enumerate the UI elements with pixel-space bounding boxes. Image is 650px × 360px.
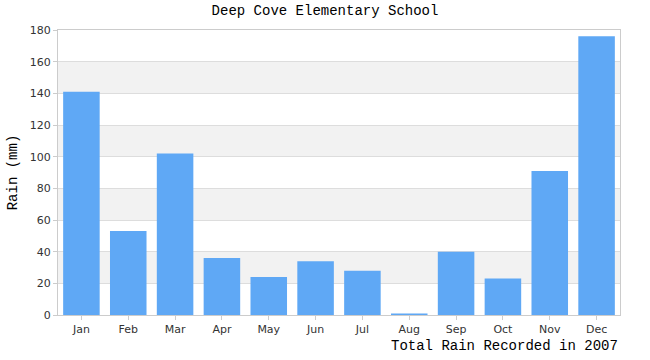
- svg-text:100: 100: [30, 151, 51, 164]
- svg-text:40: 40: [37, 246, 51, 259]
- svg-text:Total Rain Recorded in 2007: Total Rain Recorded in 2007: [391, 338, 618, 354]
- svg-text:120: 120: [30, 119, 51, 132]
- svg-text:80: 80: [37, 182, 51, 195]
- svg-text:May: May: [257, 323, 280, 336]
- svg-text:Aug: Aug: [399, 323, 420, 336]
- svg-text:Nov: Nov: [539, 323, 561, 336]
- svg-text:Feb: Feb: [119, 323, 138, 336]
- svg-text:Oct: Oct: [493, 323, 513, 336]
- svg-text:140: 140: [30, 87, 51, 100]
- svg-text:Jun: Jun: [306, 323, 324, 336]
- svg-text:Deep Cove Elementary School: Deep Cove Elementary School: [212, 3, 439, 19]
- svg-text:Apr: Apr: [212, 323, 232, 336]
- svg-text:20: 20: [37, 277, 51, 290]
- svg-text:Sep: Sep: [446, 323, 467, 336]
- svg-text:160: 160: [30, 56, 51, 69]
- svg-text:Jul: Jul: [355, 323, 369, 336]
- svg-text:Mar: Mar: [165, 323, 186, 336]
- svg-text:Dec: Dec: [586, 323, 607, 336]
- svg-text:60: 60: [37, 214, 51, 227]
- svg-text:Rain (mm): Rain (mm): [5, 135, 21, 211]
- svg-text:0: 0: [44, 309, 51, 322]
- svg-text:180: 180: [30, 24, 51, 37]
- svg-text:Jan: Jan: [72, 323, 90, 336]
